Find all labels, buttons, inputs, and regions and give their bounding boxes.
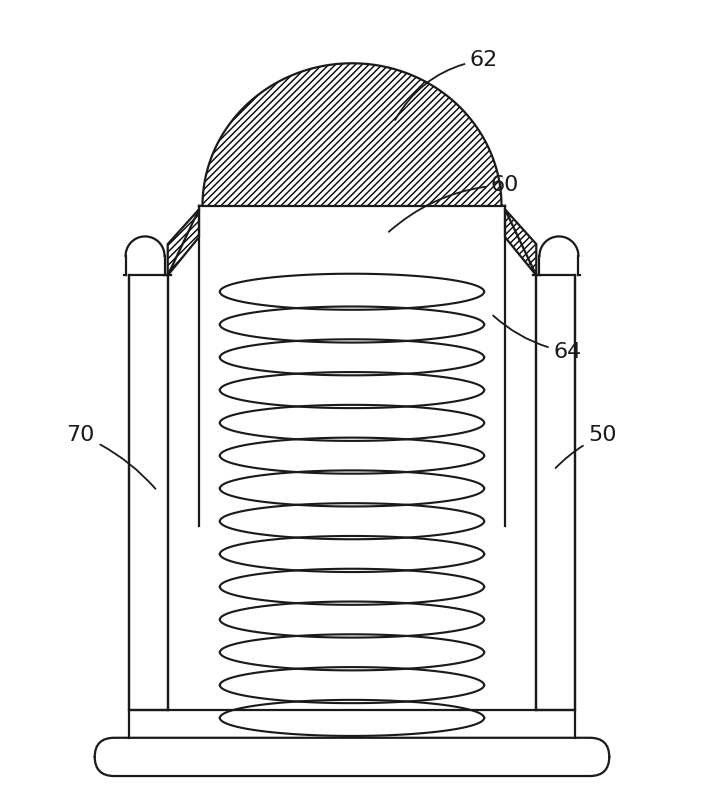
Bar [536,276,574,710]
Text: 50: 50 [555,425,617,468]
FancyBboxPatch shape [95,738,609,776]
Bar [130,276,168,710]
Bar [483,206,505,498]
Text: 62: 62 [395,50,498,120]
Bar [199,206,221,498]
Text: 64: 64 [493,315,582,362]
Text: 70: 70 [67,425,156,489]
Bar [130,276,168,710]
Text: 60: 60 [389,175,519,232]
Bar [536,276,574,710]
